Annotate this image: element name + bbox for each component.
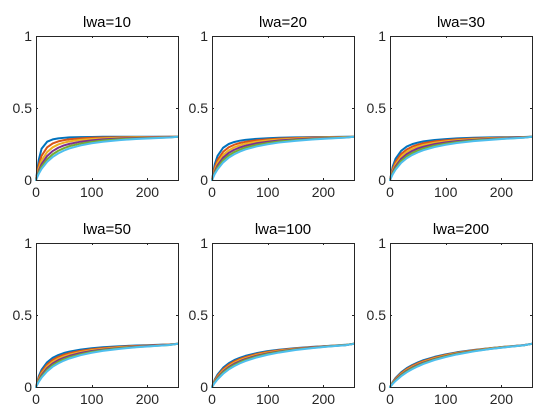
plot-area bbox=[390, 36, 532, 180]
subplot-title: lwa=30 bbox=[437, 14, 485, 31]
y-tick-label: 0 bbox=[200, 379, 208, 395]
series-line-6 bbox=[211, 342, 355, 388]
x-tick-label: 0 bbox=[32, 391, 40, 407]
x-tick-label: 0 bbox=[386, 184, 394, 200]
y-tick-label: 0.5 bbox=[367, 307, 387, 323]
x-tick-label: 200 bbox=[312, 391, 336, 407]
x-tick-label: 100 bbox=[434, 184, 458, 200]
subplot-5: 0 100 200 0 0.5 1 lwa=100 bbox=[189, 221, 355, 407]
x-tick-label: 100 bbox=[434, 391, 458, 407]
y-tick-label: 1 bbox=[24, 235, 32, 251]
plot-area bbox=[212, 36, 354, 180]
y-tick-label: 0 bbox=[200, 172, 208, 188]
y-tick-label: 0 bbox=[378, 172, 386, 188]
y-tick-label: 0 bbox=[378, 379, 386, 395]
subplot-title: lwa=20 bbox=[259, 14, 307, 31]
x-tick-label: 200 bbox=[490, 184, 514, 200]
x-tick-label: 100 bbox=[256, 391, 280, 407]
y-tick-label: 1 bbox=[24, 28, 32, 44]
y-tick-label: 1 bbox=[378, 28, 386, 44]
series-line-6 bbox=[389, 135, 533, 181]
y-tick-label: 0.5 bbox=[13, 307, 33, 323]
series-line-6 bbox=[35, 342, 179, 388]
series-line-6 bbox=[389, 342, 533, 388]
x-tick-label: 0 bbox=[386, 391, 394, 407]
plot-area bbox=[390, 243, 532, 387]
x-tick-label: 0 bbox=[32, 184, 40, 200]
x-tick-label: 200 bbox=[136, 391, 160, 407]
y-tick-label: 0.5 bbox=[189, 100, 209, 116]
plot-area bbox=[36, 36, 178, 180]
x-tick-label: 100 bbox=[256, 184, 280, 200]
x-tick-label: 200 bbox=[136, 184, 160, 200]
subplot-6: 0 100 200 0 0.5 1 lwa=200 bbox=[367, 221, 533, 407]
series-line-6 bbox=[35, 135, 179, 181]
subplot-3: 0 100 200 0 0.5 1 lwa=30 bbox=[367, 14, 533, 200]
x-tick-label: 0 bbox=[208, 391, 216, 407]
y-tick-label: 1 bbox=[200, 28, 208, 44]
x-tick-label: 200 bbox=[490, 391, 514, 407]
y-tick-label: 0.5 bbox=[13, 100, 33, 116]
y-tick-label: 0 bbox=[24, 172, 32, 188]
y-tick-label: 0.5 bbox=[189, 307, 209, 323]
subplot-2: 0 100 200 0 0.5 1 lwa=20 bbox=[189, 14, 355, 200]
x-tick-label: 100 bbox=[80, 391, 104, 407]
y-tick-label: 0 bbox=[24, 379, 32, 395]
y-tick-label: 1 bbox=[378, 235, 386, 251]
subplot-title: lwa=200 bbox=[433, 221, 489, 238]
subplot-title: lwa=100 bbox=[255, 221, 311, 238]
x-tick-label: 0 bbox=[208, 184, 216, 200]
x-tick-label: 200 bbox=[312, 184, 336, 200]
series-line-6 bbox=[211, 135, 355, 181]
plot-area bbox=[36, 243, 178, 387]
subplot-1: 0 100 200 0 0.5 1 lwa=10 bbox=[13, 14, 179, 200]
y-tick-label: 1 bbox=[200, 235, 208, 251]
subplot-4: 0 100 200 0 0.5 1 lwa=50 bbox=[13, 221, 179, 407]
subplot-title: lwa=10 bbox=[83, 14, 131, 31]
x-tick-label: 100 bbox=[80, 184, 104, 200]
subplot-title: lwa=50 bbox=[83, 221, 131, 238]
y-tick-label: 0.5 bbox=[367, 100, 387, 116]
